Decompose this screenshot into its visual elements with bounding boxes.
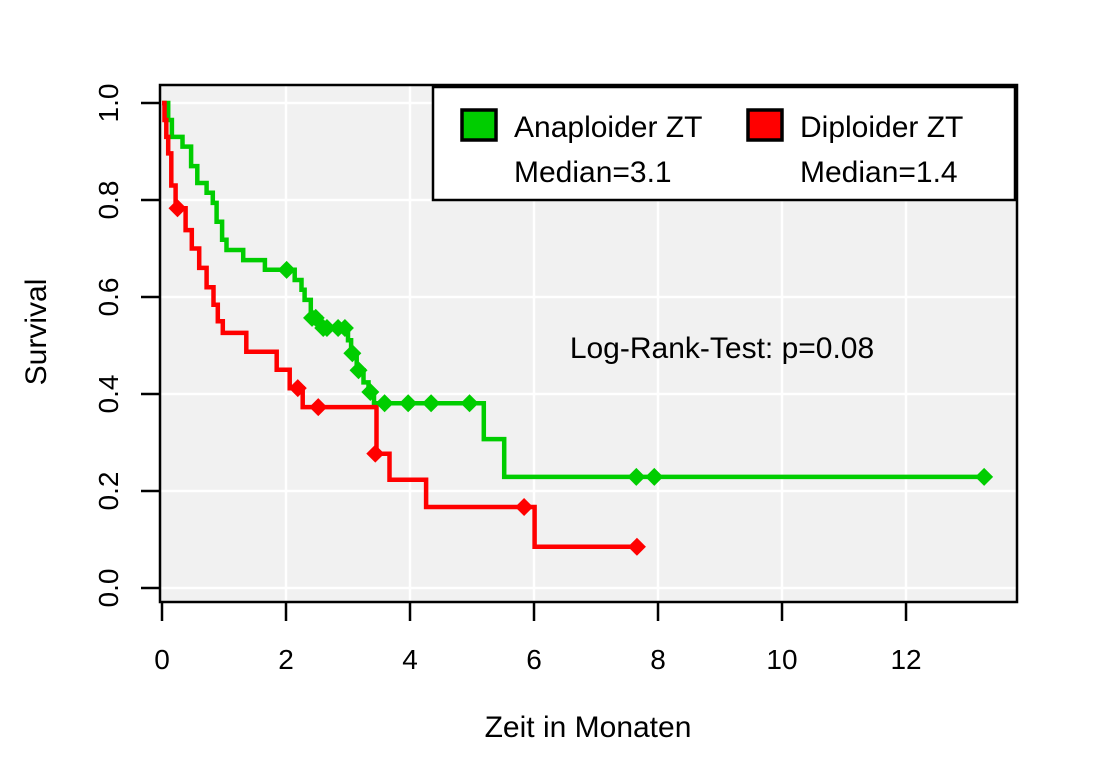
censor-mark [645,467,664,486]
y-tick-label: 0.8 [93,181,124,220]
censor-mark [349,361,368,380]
censor-mark [975,467,994,486]
legend: Anaploider ZT Median=3.1 Diploider ZT Me… [431,85,1017,202]
x-tick-label: 2 [278,644,294,675]
plot-border [158,83,1019,604]
x-tick-label: 4 [402,644,418,675]
censor-mark [335,319,354,338]
legend-label-anaploider: Anaploider ZT [514,111,702,144]
y-tick-label: 0.0 [93,569,124,608]
censor-mark [361,383,380,402]
censor-mark [343,344,362,363]
censor-mark [627,467,646,486]
x-tick-label: 10 [766,644,797,675]
y-tick-label: 1.0 [93,84,124,123]
x-tick-label: 0 [154,644,170,675]
logrank-annotation: Log-Rank-Test: p=0.08 [570,332,874,365]
censor-mark [515,498,534,517]
censor-mark [627,537,646,556]
legend-swatch-anaploider [460,108,498,142]
censor-mark [375,394,394,413]
x-tick-label: 8 [650,644,666,675]
legend-label-diploider: Diploider ZT [800,111,963,144]
censor-mark [317,319,336,338]
x-axis-label: Zeit in Monaten [485,711,692,744]
censor-mark [399,394,418,413]
y-tick-label: 0.6 [93,278,124,317]
censor-mark [422,394,441,413]
censor-mark [460,394,479,413]
censor-mark [288,379,307,398]
x-tick-label: 12 [890,644,921,675]
censor-mark [277,260,296,279]
y-axis-label: Survival [20,279,53,386]
y-tick-label: 0.4 [93,375,124,414]
series-line-anaploider-zt [162,100,985,480]
legend-swatch-diploider [746,108,784,142]
censor-mark [309,398,328,417]
legend-box [431,85,1017,202]
censor-mark [366,444,385,463]
legend-median-anaploider: Median=3.1 [514,156,672,189]
censor-mark [168,199,187,218]
legend-median-diploider: Median=1.4 [800,156,958,189]
x-tick-label: 6 [526,644,542,675]
y-tick-label: 0.2 [93,472,124,511]
